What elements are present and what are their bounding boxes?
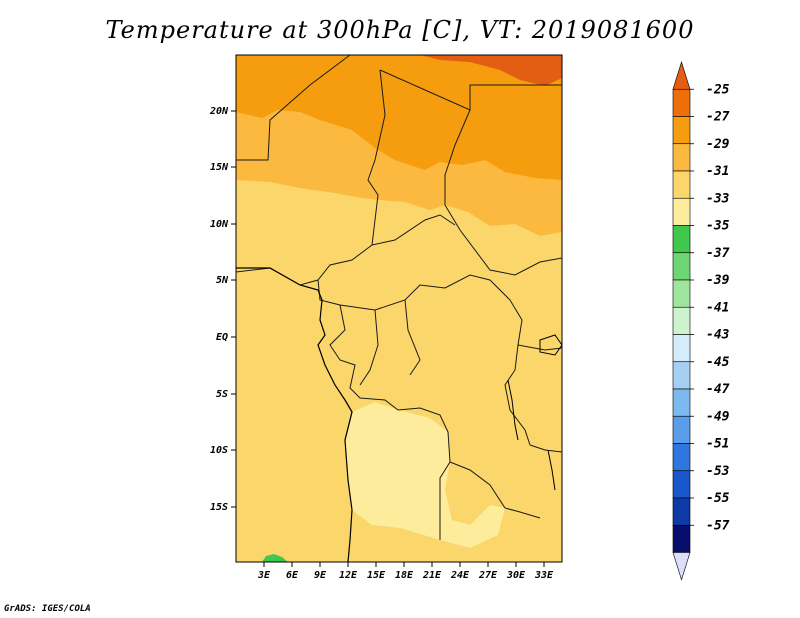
map-frame [235, 54, 563, 563]
coastline [236, 267, 353, 562]
colorbar-label: -33 [706, 191, 730, 206]
field-band-29-27 [236, 55, 562, 180]
colorbar-label: -31 [706, 164, 729, 179]
longitude-axis: 3E 6E 9E 12E 15E 18E 21E 24E 27E 30E 33E [257, 562, 554, 581]
field-band-35-33 [345, 402, 505, 548]
colorbar-label: -51 [706, 437, 729, 452]
colorbar-swatch [672, 143, 691, 172]
lon-tick-label: 3E [257, 570, 271, 581]
boundary-line [444, 109, 562, 276]
colorbar-swatch [672, 88, 691, 117]
colorbar-label: -39 [706, 273, 730, 288]
chart-title: Temperature at 300hPa [C], VT: 201908160… [105, 16, 695, 44]
colorbar-swatch [672, 470, 691, 499]
colorbar-label: -45 [706, 355, 730, 370]
lat-tick-label: 20N [209, 106, 229, 117]
credit-text: GrADS: IGES/COLA [4, 604, 91, 614]
lakes [507, 334, 563, 491]
lon-tick-label: 15E [367, 570, 386, 581]
lat-tick-label: 15S [210, 502, 228, 513]
colorbar-swatch [672, 197, 691, 226]
colorbar-swatch [672, 497, 691, 526]
lat-tick-label: EQ [216, 332, 228, 343]
lon-tick-label: 24E [450, 570, 470, 581]
boundary-line [489, 279, 531, 446]
colorbar-swatch [672, 170, 691, 199]
boundary-line [517, 344, 562, 351]
colorbar-label: -47 [706, 382, 730, 397]
boundary-line [404, 299, 421, 376]
field-band-27-25 [420, 55, 562, 86]
colorbar: -25 -27 -29 -31 -33 -35 -37 -39 -41 -43 -45 -47 -49 -… [672, 60, 730, 581]
boundary-line [529, 444, 562, 453]
colorbar-swatch [672, 443, 691, 472]
colorbar-swatch [672, 252, 691, 281]
lat-tick-label: 10S [210, 445, 228, 456]
colorbar-label: -27 [706, 110, 730, 125]
colorbar-label: -43 [706, 328, 730, 343]
latitude-axis: 20N 15N 10N 5N EQ 5S 10S 15S [209, 106, 236, 513]
lon-tick-label: 33E [534, 570, 554, 581]
lat-tick-label: 5S [216, 389, 228, 400]
lon-tick-label: 30E [506, 570, 526, 581]
lat-tick-label: 5N [216, 275, 229, 286]
colorbar-label: -49 [706, 409, 730, 424]
colorbar-label: -37 [706, 246, 730, 261]
lon-tick-label: 6E [286, 570, 299, 581]
lake-malawi [547, 449, 556, 491]
colorbar-label: -57 [706, 518, 730, 533]
field-band-37-35 [262, 554, 288, 562]
colorbar-swatch [672, 116, 691, 145]
boundary-line [359, 309, 379, 386]
shaded-field [236, 55, 562, 562]
colorbar-label: -41 [706, 300, 729, 315]
lat-tick-label: 10N [210, 219, 229, 230]
colorbar-swatch [672, 306, 691, 335]
lon-tick-label: 9E [314, 570, 327, 581]
boundary-line [379, 69, 562, 111]
colorbar-swatch [672, 361, 691, 390]
colorbar-label: -55 [706, 491, 730, 506]
lake-tanganyika [507, 379, 519, 441]
colorbar-label: -29 [706, 137, 730, 152]
colorbar-label: -35 [706, 219, 730, 234]
lon-tick-label: 18E [395, 570, 414, 581]
colorbar-bottom-arrow [672, 552, 691, 581]
colorbar-swatch [672, 225, 691, 254]
lake-victoria [539, 334, 563, 356]
lon-tick-label: 27E [478, 570, 498, 581]
lon-tick-label: 12E [339, 570, 358, 581]
colorbar-swatch [672, 415, 691, 444]
colorbar-swatch [672, 279, 691, 308]
colorbar-swatch [672, 334, 691, 363]
boundary-line [449, 461, 541, 519]
boundary-line [371, 214, 456, 246]
colorbar-label: -25 [706, 82, 730, 97]
lon-tick-label: 21E [422, 570, 442, 581]
boundary-line [329, 304, 451, 540]
colorbar-label: -53 [706, 464, 730, 479]
colorbar-swatch [672, 524, 691, 553]
colorbar-top-arrow [672, 60, 691, 90]
colorbar-swatch [672, 388, 691, 417]
lat-tick-label: 15N [210, 162, 229, 173]
boundary-line [236, 55, 351, 161]
